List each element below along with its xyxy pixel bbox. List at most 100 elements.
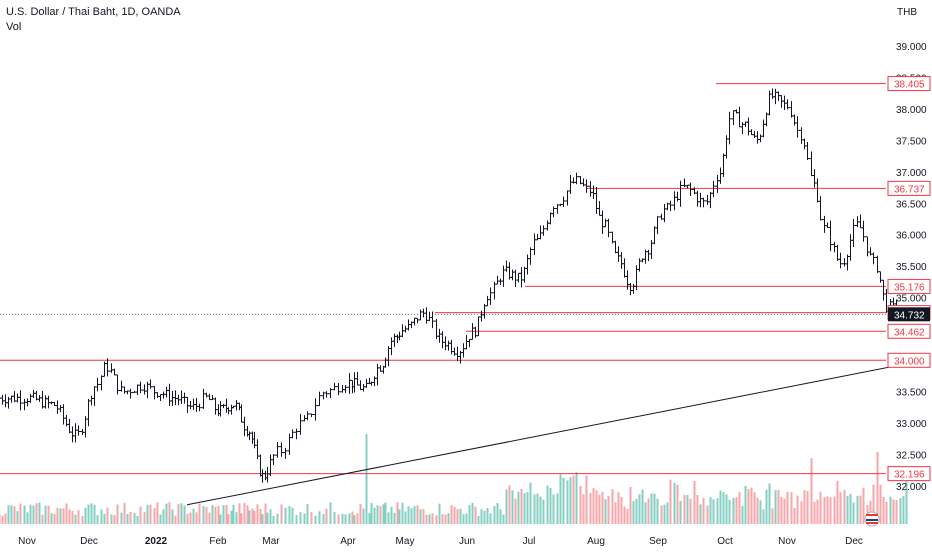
volume-bar: [189, 512, 192, 524]
trendline[interactable]: [186, 359, 925, 506]
time-tick-label: Nov: [18, 536, 36, 547]
price-tick-label: 39.000: [896, 42, 927, 53]
volume-bar: [299, 512, 302, 524]
volume-bar: [759, 500, 762, 524]
price-tick-label: 33.000: [896, 419, 927, 430]
volume-bar: [359, 504, 362, 524]
volume-bar: [13, 506, 16, 524]
volume-bar: [425, 514, 428, 524]
volume-bar: [103, 513, 106, 524]
volume-bar: [735, 497, 738, 524]
volume-bar: [556, 493, 559, 524]
volume-bar: [477, 515, 480, 524]
volume-bar: [222, 505, 225, 524]
level-price-label: [887, 323, 931, 339]
volume-bar: [566, 480, 569, 524]
volume-bar: [259, 508, 262, 524]
volume-bar: [413, 506, 416, 524]
time-tick-label: Mar: [262, 536, 280, 547]
volume-bar: [689, 498, 692, 524]
volume-bar: [696, 494, 699, 524]
volume-bar: [623, 506, 626, 524]
volume-bar: [905, 479, 908, 524]
volume-bar: [202, 506, 205, 524]
volume-bar: [153, 508, 156, 524]
horizontal-levels: [0, 83, 886, 475]
time-tick-label: Oct: [717, 536, 733, 547]
volume-bar: [382, 504, 385, 524]
volume-bar: [120, 512, 123, 524]
time-tick-label: Apr: [340, 536, 356, 547]
flag-icon[interactable]: [864, 511, 880, 527]
time-tick-label: Feb: [209, 536, 227, 547]
volume-bar: [895, 500, 898, 524]
volume-bar: [205, 507, 208, 524]
volume-bar: [892, 499, 895, 524]
volume-bar: [872, 484, 875, 524]
trendline-layer: [186, 359, 925, 506]
volume-bar: [168, 502, 171, 524]
volume-bar: [431, 513, 434, 524]
volume-bar: [562, 477, 565, 524]
volume-bar: [686, 495, 689, 524]
volume-bar: [276, 513, 279, 524]
volume-bar: [269, 509, 272, 524]
volume-bar: [230, 510, 233, 524]
volume-bar: [777, 490, 780, 524]
volume-bar: [306, 504, 309, 524]
volume-bar: [240, 513, 243, 524]
volume-bar: [171, 509, 174, 524]
volume-bar: [428, 514, 431, 524]
volume-bar: [836, 480, 839, 524]
level-price-label: [887, 278, 931, 294]
volume-bar: [35, 503, 38, 524]
volume-bar: [248, 510, 251, 524]
volume-bar: [238, 503, 241, 524]
volume-bar: [100, 509, 103, 524]
volume-bar: [539, 496, 542, 524]
volume-bar: [839, 492, 842, 524]
volume-bar: [373, 507, 376, 524]
volume-bar: [549, 487, 552, 524]
symbol-title: U.S. Dollar / Thai Baht, 1D, OANDA: [6, 6, 181, 18]
volume-bar: [732, 497, 735, 524]
volume-bar: [401, 502, 404, 524]
volume-bar: [447, 513, 450, 524]
volume-bar: [59, 508, 62, 524]
volume-bar: [146, 504, 149, 524]
last-price-label: [888, 307, 930, 322]
volume-bar: [325, 508, 328, 524]
volume-bar: [344, 514, 347, 524]
volume-bar: [53, 513, 56, 524]
volume-bar: [310, 512, 313, 524]
volume-bar: [611, 489, 614, 524]
volume-bar: [489, 513, 492, 524]
volume-bar: [337, 514, 340, 524]
volume-bar: [195, 512, 198, 524]
time-tick-label: Jul: [523, 536, 536, 547]
volume-bar: [422, 508, 425, 524]
volume-bar: [71, 510, 74, 524]
volume-bar: [706, 505, 709, 524]
volume-bar: [251, 508, 254, 524]
volume-bar: [823, 496, 826, 524]
volume-bar: [879, 484, 882, 524]
volume-bar: [227, 514, 230, 524]
volume-bar: [379, 506, 382, 524]
volume-bar: [656, 498, 659, 524]
volume-bar: [676, 484, 679, 524]
volume-bar: [669, 479, 672, 524]
price-tick-label: 36.000: [896, 231, 927, 242]
volume-bar: [502, 514, 505, 524]
volume-bar: [762, 509, 765, 524]
time-tick-label: Jun: [459, 536, 475, 547]
volume-bar: [683, 495, 686, 524]
volume-bar: [699, 504, 702, 524]
volume-bar: [10, 505, 13, 524]
time-tick-label: 2022: [145, 536, 168, 547]
volume-bar: [653, 493, 656, 524]
volume-bar: [725, 494, 728, 524]
volume-bar: [810, 458, 813, 524]
volume-bar: [526, 492, 529, 524]
